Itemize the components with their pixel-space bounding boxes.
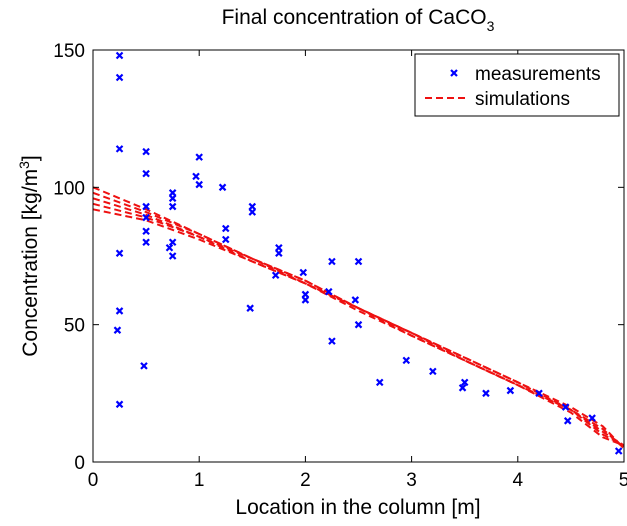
measurement-point <box>275 249 283 258</box>
measurement-point <box>115 400 124 409</box>
x-tick-label: 0 <box>88 470 99 491</box>
measurement-point <box>168 252 177 260</box>
y-tick-label: 50 <box>64 316 85 337</box>
measurement-point <box>168 202 177 211</box>
measurement-point <box>221 235 230 244</box>
measurement-point <box>563 417 572 425</box>
measurement-point <box>301 296 310 304</box>
measurement-point <box>115 145 124 153</box>
measurement-point <box>324 287 333 296</box>
measurement-point <box>195 153 203 161</box>
measurement-point <box>221 224 230 233</box>
measurement-point <box>429 367 437 376</box>
measurement-point <box>614 447 623 455</box>
measurement-point <box>354 257 363 266</box>
measurement-point <box>460 378 469 387</box>
measurement-point <box>192 172 200 181</box>
chart-title: Final concentration of CaCO3 <box>222 6 495 34</box>
measurement-point <box>142 227 150 236</box>
x-tick-label: 5 <box>619 470 627 491</box>
legend: measurements simulations <box>414 53 620 117</box>
x-tick-label: 3 <box>406 470 417 491</box>
x-tick-label: 1 <box>194 470 205 491</box>
measurement-markers <box>113 51 623 455</box>
legend-label-simulations: simulations <box>475 89 570 110</box>
y-axis-label-main: Concentration [kg/m <box>19 169 42 357</box>
measurement-point <box>458 384 467 392</box>
measurement-point <box>195 180 203 189</box>
x-tick-label: 2 <box>300 470 311 491</box>
y-tick-label: 0 <box>74 453 85 474</box>
y-tick-label: 100 <box>53 178 85 199</box>
measurement-point <box>168 194 177 203</box>
measurement-point <box>115 51 124 60</box>
x-tick-label: 4 <box>513 470 524 491</box>
measurement-point <box>142 147 150 156</box>
measurement-point <box>218 183 227 192</box>
measurement-point <box>142 213 150 222</box>
measurement-point <box>402 356 411 365</box>
measurement-point <box>115 249 124 258</box>
legend-marker-icon <box>450 69 458 77</box>
measurement-point <box>354 320 363 329</box>
chart-title-subscript: 3 <box>487 18 495 34</box>
measurement-point <box>248 208 257 216</box>
measurement-point <box>115 73 124 82</box>
measurement-point <box>271 271 280 280</box>
measurement-point <box>142 169 150 178</box>
measurement-point <box>328 257 336 266</box>
measurement-point <box>142 202 150 211</box>
y-tick-label: 150 <box>53 41 85 62</box>
measurement-point <box>506 386 515 395</box>
measurement-point <box>246 304 254 312</box>
measurement-point <box>328 337 336 345</box>
simulation-curve <box>92 208 625 447</box>
simulation-curve <box>92 202 625 447</box>
measurement-point <box>588 414 596 422</box>
measurement-point <box>168 238 177 247</box>
measurement-point <box>115 307 124 315</box>
y-axis-label-close: ] <box>19 155 42 161</box>
measurement-point <box>140 362 148 370</box>
measurement-point <box>351 296 360 304</box>
chart-title-main: Final concentration of CaCO <box>222 6 487 29</box>
legend-box <box>414 53 620 117</box>
x-axis-label: Location in the column [m] <box>235 496 480 519</box>
measurement-point <box>142 238 150 247</box>
measurement-point <box>535 389 543 398</box>
measurement-point <box>299 268 308 277</box>
measurement-point <box>113 326 122 334</box>
simulation-curves <box>92 186 625 450</box>
legend-label-measurements: measurements <box>475 64 601 85</box>
y-axis-label: Concentration [kg/m3] <box>16 155 42 357</box>
y-axis-label-superscript: 3 <box>16 161 32 169</box>
measurement-point <box>561 403 570 411</box>
measurement-point <box>165 243 174 252</box>
measurement-point <box>482 389 490 398</box>
measurement-point <box>375 378 384 387</box>
axes-box <box>92 49 625 463</box>
